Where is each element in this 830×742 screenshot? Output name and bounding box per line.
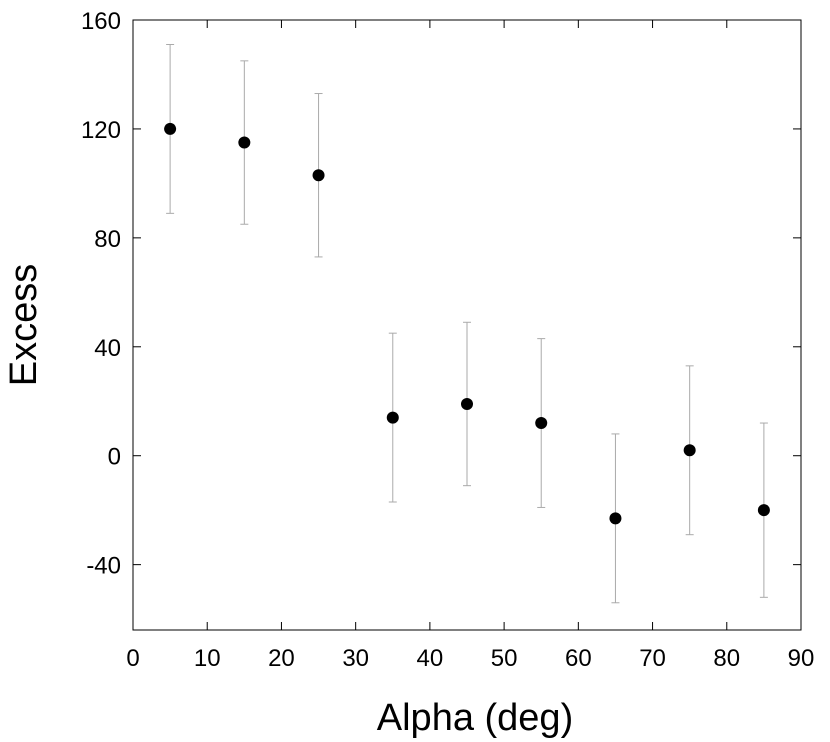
data-point <box>312 169 325 182</box>
data-point <box>609 512 622 525</box>
y-tick-label: 80 <box>94 226 121 253</box>
x-tick-label: 60 <box>565 645 592 672</box>
x-tick-label: 40 <box>417 645 444 672</box>
data-point <box>535 417 548 430</box>
x-tick-label: 90 <box>788 645 815 672</box>
data-points <box>164 122 770 525</box>
data-point <box>757 504 770 517</box>
x-tick-label: 30 <box>342 645 369 672</box>
y-tick-label: 40 <box>94 335 121 362</box>
x-tick-label: 0 <box>126 645 139 672</box>
data-point <box>683 444 696 457</box>
error-bars <box>166 44 768 604</box>
x-tick-label: 10 <box>194 645 221 672</box>
data-point <box>461 397 473 410</box>
x-tick-label: 50 <box>491 645 518 672</box>
data-point <box>386 411 399 424</box>
x-axis-title: Alpha (deg) <box>377 697 573 739</box>
y-tick-label: 160 <box>81 8 121 35</box>
x-tick-label: 70 <box>639 645 666 672</box>
plot-frame <box>132 19 802 631</box>
x-tick-label: 20 <box>268 645 295 672</box>
y-tick-label: 120 <box>81 117 121 144</box>
x-tick-label: 80 <box>713 645 740 672</box>
x-axis-ticks: 0 10 20 30 40 50 60 70 80 90 <box>126 20 814 672</box>
y-tick-label: 0 <box>108 444 121 471</box>
y-axis-ticks: 160 120 80 40 0 -40 <box>81 8 801 580</box>
y-axis-title: Excess <box>3 264 45 386</box>
data-point <box>164 122 177 135</box>
data-point <box>238 136 251 149</box>
y-tick-label: -40 <box>86 553 121 580</box>
